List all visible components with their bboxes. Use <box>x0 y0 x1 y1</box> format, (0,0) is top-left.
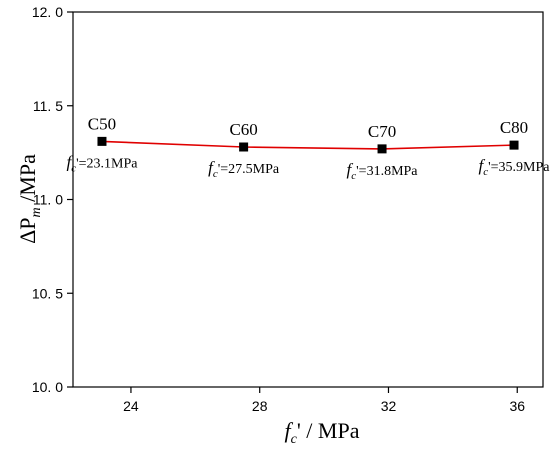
fc-label: fc'=23.1MPa <box>66 152 138 174</box>
fc-label: fc'=35.9MPa <box>479 156 550 178</box>
fc-label: fc'=31.8MPa <box>347 160 419 182</box>
data-point-marker <box>239 142 249 152</box>
y-tick-label: 10. 5 <box>32 285 63 301</box>
axes: 24 28 32 36 10. 0 10. 5 11. 0 11. 5 12. 0 <box>32 4 544 414</box>
plot-frame <box>72 11 544 388</box>
grade-label: C70 <box>368 122 396 141</box>
data-point-marker <box>509 140 519 150</box>
grade-label: C60 <box>229 120 257 139</box>
grade-label: C80 <box>500 118 528 137</box>
data-point-marker <box>97 136 107 146</box>
y-tick-label: 12. 0 <box>32 4 63 20</box>
grade-label: C50 <box>88 114 116 133</box>
data-point-marker <box>377 144 387 154</box>
fc-label: fc'=27.5MPa <box>208 158 280 180</box>
data-labels: C50 fc'=23.1MPa C60 fc'=27.5MPa C70 fc'=31.8M… <box>66 114 550 182</box>
x-tick-label: 36 <box>509 398 525 414</box>
y-axis-title: ΔPm /MPa <box>15 154 44 244</box>
y-tick-label: 11. 0 <box>33 192 63 208</box>
x-tick-label: 32 <box>381 398 397 414</box>
series-layer <box>97 136 519 154</box>
x-tick-label: 24 <box>123 398 139 414</box>
x-tick-label: 28 <box>252 398 268 414</box>
series-line <box>101 140 515 150</box>
x-axis-title: fc' / MPa <box>285 418 360 447</box>
y-tick-label: 10. 0 <box>32 379 63 395</box>
y-tick-label: 11. 5 <box>33 98 63 114</box>
